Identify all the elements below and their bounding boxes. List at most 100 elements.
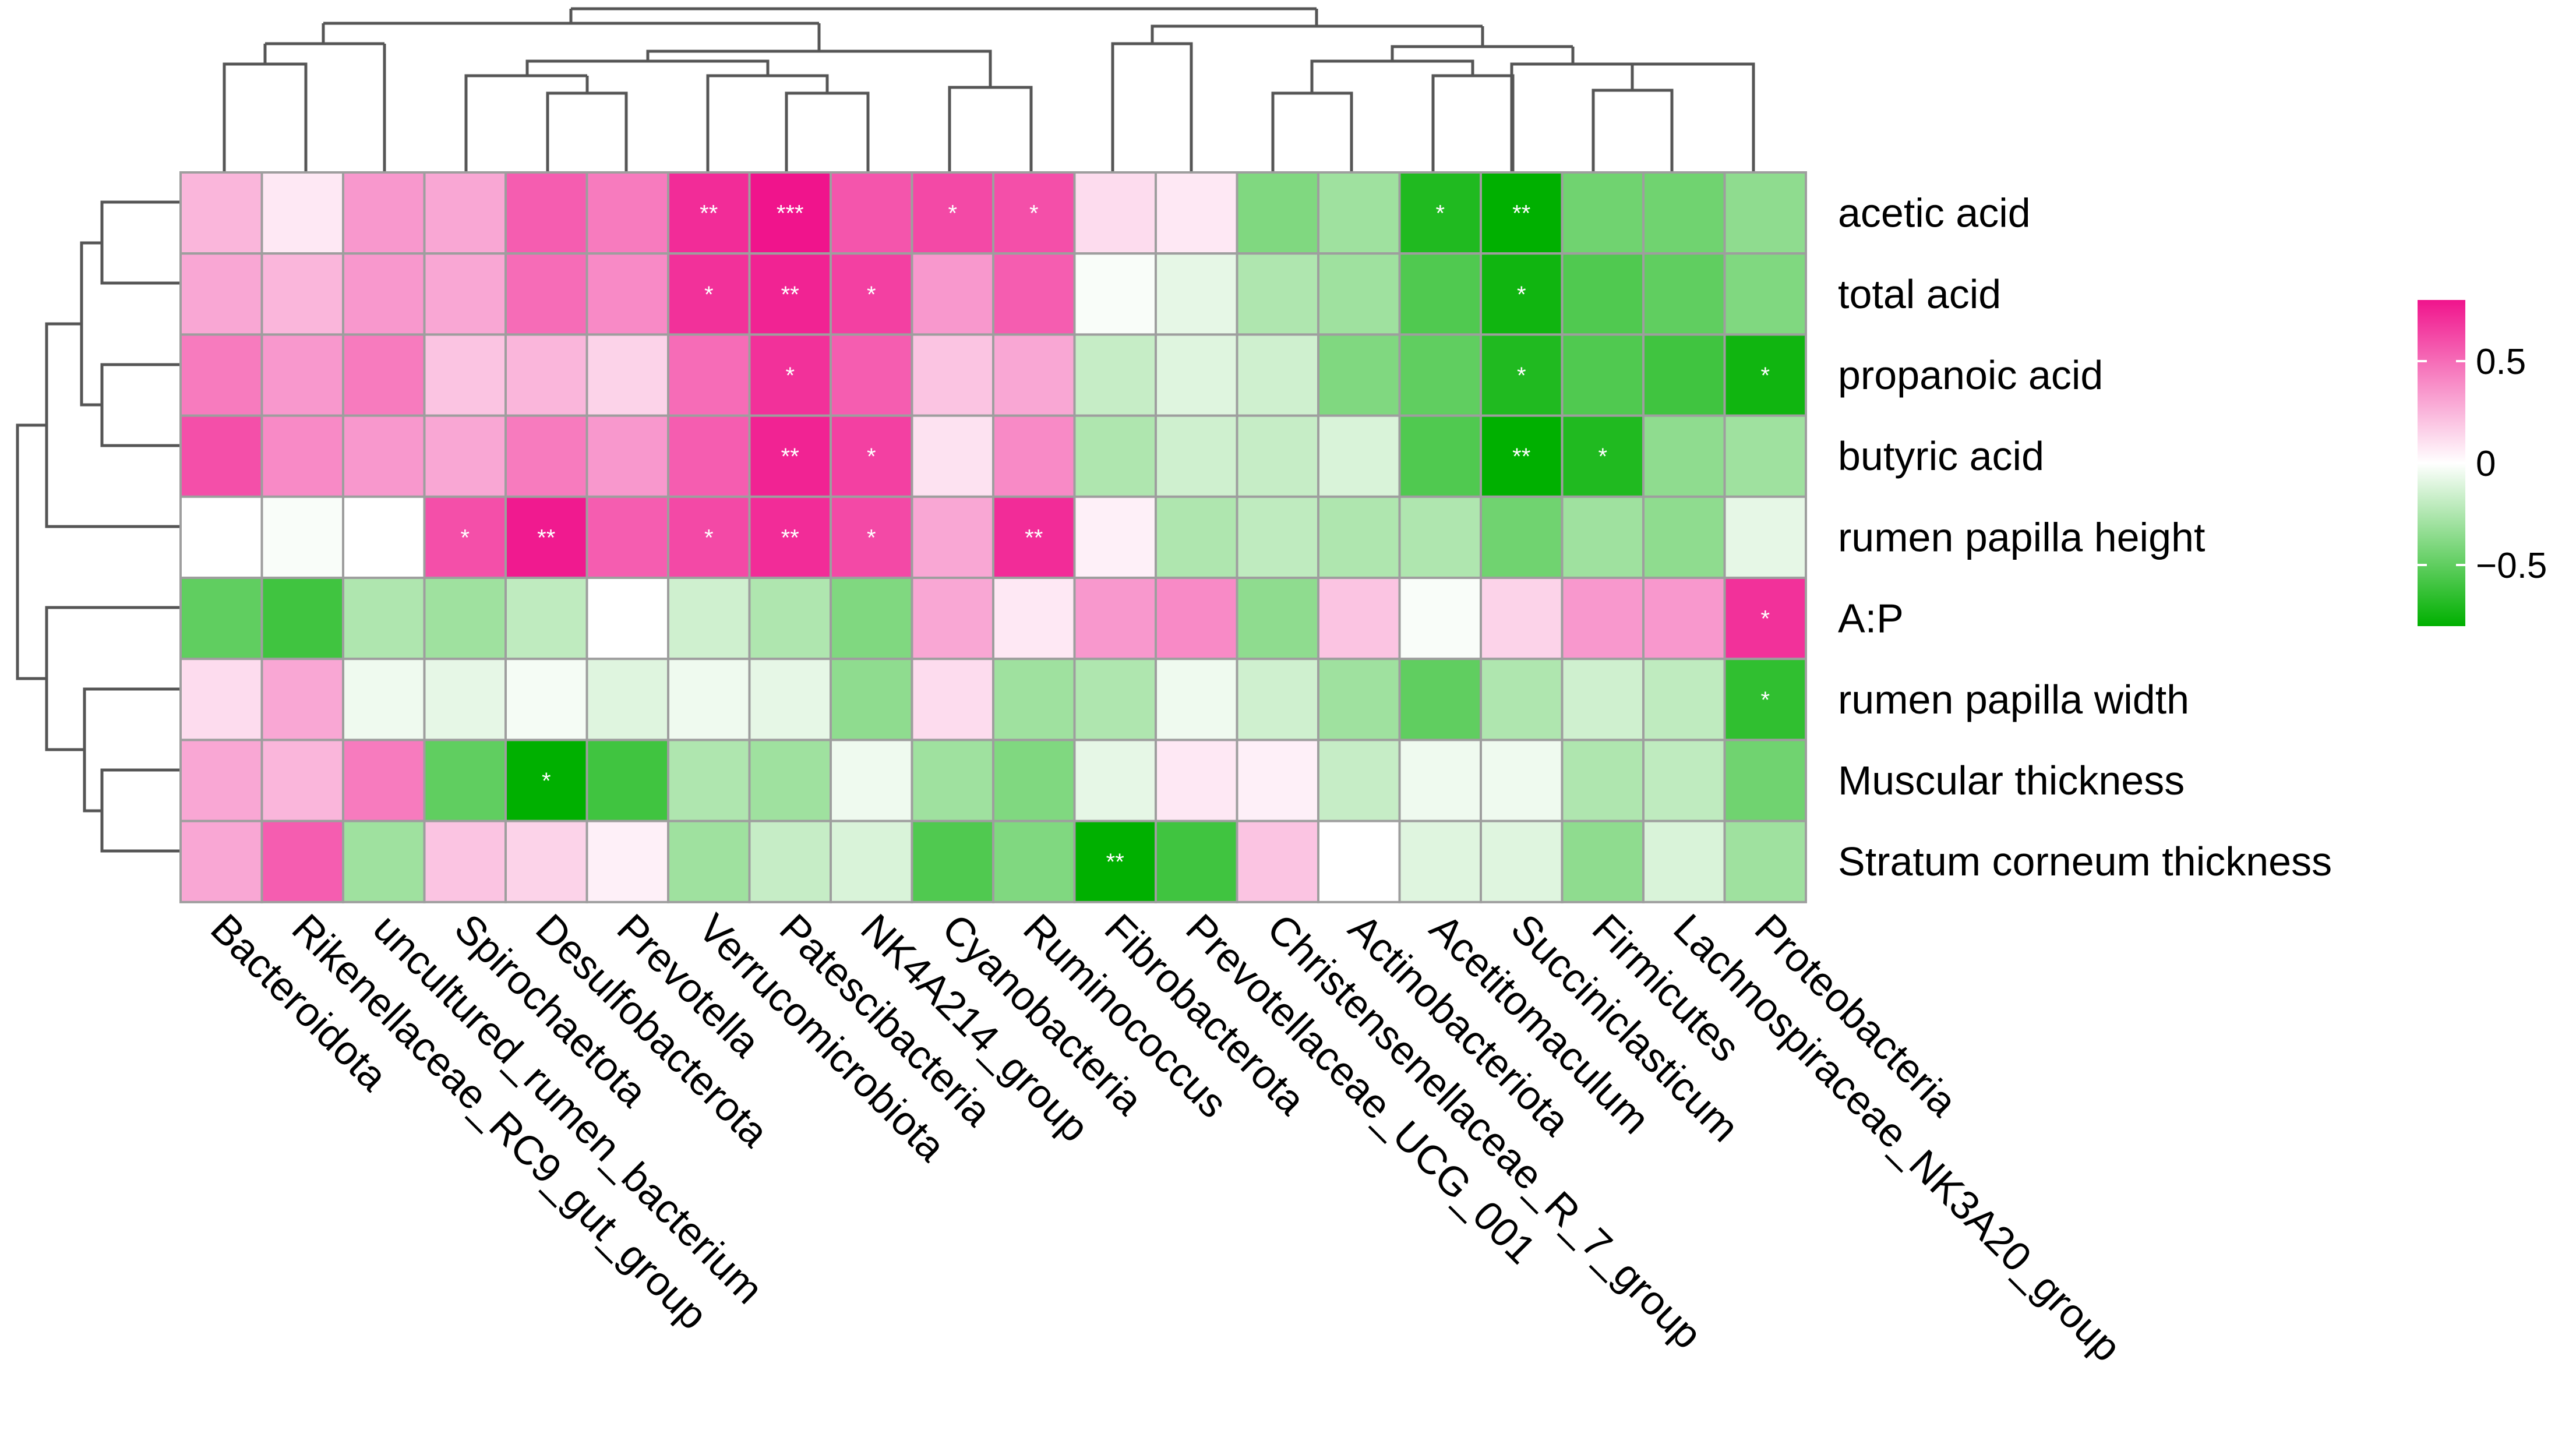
heatmap-cell bbox=[585, 739, 669, 822]
heatmap-cell bbox=[1561, 495, 1645, 579]
heatmap-cell bbox=[1642, 252, 1726, 336]
heatmap-cell bbox=[1155, 252, 1238, 336]
heatmap-cell bbox=[748, 820, 832, 903]
heatmap-cell bbox=[830, 739, 913, 822]
heatmap-cell bbox=[1317, 739, 1401, 822]
heatmap-cell bbox=[1317, 577, 1401, 661]
heatmap-cell bbox=[830, 171, 913, 255]
heatmap-cell bbox=[1236, 171, 1319, 255]
heatmap-cell bbox=[1073, 495, 1157, 579]
heatmap-cell bbox=[1480, 739, 1564, 822]
significance-label: * bbox=[867, 282, 876, 308]
heatmap-cell bbox=[179, 739, 263, 822]
heatmap-cell bbox=[423, 171, 507, 255]
heatmap-cell bbox=[830, 577, 913, 661]
heatmap-cell bbox=[1155, 333, 1238, 417]
significance-label: ** bbox=[537, 525, 555, 550]
heatmap-cell bbox=[748, 333, 832, 417]
significance-label: * bbox=[460, 525, 470, 550]
heatmap-cell bbox=[1398, 495, 1482, 579]
significance-label: * bbox=[1760, 606, 1770, 632]
heatmap-cell bbox=[423, 577, 507, 661]
heatmap-cell bbox=[1723, 495, 1807, 579]
row-dendrogram bbox=[16, 200, 181, 853]
heatmap-cell bbox=[1561, 820, 1645, 903]
heatmap-cell bbox=[911, 577, 994, 661]
heatmap-cell bbox=[667, 252, 751, 336]
heatmap-cell bbox=[911, 820, 994, 903]
significance-label: ** bbox=[781, 282, 799, 308]
significance-label: ** bbox=[1025, 525, 1043, 550]
heatmap-cell bbox=[423, 252, 507, 336]
heatmap-cell bbox=[1236, 495, 1319, 579]
heatmap-cell bbox=[179, 495, 263, 579]
row-label: propanoic acid bbox=[1838, 352, 2103, 398]
column-labels: BacteroidotaRikenellaceae_RC9_gut_groupu… bbox=[202, 905, 2130, 1370]
heatmap-cell bbox=[1723, 577, 1807, 661]
heatmap-cell bbox=[1073, 333, 1157, 417]
heatmap-cell bbox=[1561, 333, 1645, 417]
heatmap-cell bbox=[1155, 171, 1238, 255]
heatmap-cell bbox=[342, 658, 426, 741]
significance-label: ** bbox=[1512, 444, 1530, 469]
significance-label: * bbox=[1517, 282, 1526, 308]
heatmap-cell bbox=[585, 171, 669, 255]
heatmap-cell bbox=[342, 252, 426, 336]
col-dendro-branch bbox=[464, 74, 587, 172]
heatmap-cell bbox=[1073, 414, 1157, 498]
heatmap-cell bbox=[748, 414, 832, 498]
heatmap-cell bbox=[1317, 171, 1401, 255]
heatmap-cell bbox=[1155, 577, 1238, 661]
heatmap-cell bbox=[423, 658, 507, 741]
heatmap-cell bbox=[423, 820, 507, 903]
heatmap-cell bbox=[1317, 658, 1401, 741]
significance-label: * bbox=[1760, 687, 1770, 713]
heatmap-cell bbox=[179, 252, 263, 336]
heatmap-cell bbox=[1642, 171, 1726, 255]
heatmap-cell bbox=[1642, 658, 1726, 741]
heatmap-cell bbox=[342, 739, 426, 822]
heatmap-cell bbox=[911, 658, 994, 741]
col-dendro-branch bbox=[1510, 62, 1632, 172]
heatmap-cell bbox=[992, 414, 1076, 498]
heatmap-cell bbox=[423, 414, 507, 498]
heatmap-cell bbox=[585, 333, 669, 417]
col-dendro-branch bbox=[1592, 89, 1674, 172]
significance-label: * bbox=[867, 444, 876, 469]
heatmap-cell bbox=[585, 252, 669, 336]
heatmap-cell bbox=[1642, 414, 1726, 498]
heatmap-cell bbox=[1723, 333, 1807, 417]
heatmap-cell bbox=[1723, 414, 1807, 498]
heatmap-cell bbox=[1561, 252, 1645, 336]
heatmap-cell bbox=[504, 820, 588, 903]
heatmap-cell bbox=[585, 495, 669, 579]
heatmap-cell bbox=[911, 333, 994, 417]
col-dendro-branch bbox=[223, 62, 308, 172]
col-dendro-branch bbox=[1631, 62, 1755, 172]
row-dendro-branch bbox=[100, 768, 181, 853]
heatmap-cell bbox=[179, 414, 263, 498]
heatmap-cell bbox=[1236, 739, 1319, 822]
heatmap-cell bbox=[667, 414, 751, 498]
heatmap-cell bbox=[992, 739, 1076, 822]
column-label: Lachnospiraceae_NK3A20_group bbox=[1665, 905, 2130, 1370]
heatmap-cell bbox=[1398, 333, 1482, 417]
heatmap-cell bbox=[911, 414, 994, 498]
col-dendro-branch bbox=[785, 91, 870, 172]
col-dendro-branch bbox=[1151, 24, 1483, 44]
row-labels: acetic acid total acid propanoic acid butyr… bbox=[1838, 190, 2332, 885]
heatmap-cell bbox=[992, 333, 1076, 417]
heatmap-cell bbox=[667, 658, 751, 741]
heatmap-cell bbox=[585, 820, 669, 903]
heatmap-cell bbox=[585, 577, 669, 661]
heatmap-cell bbox=[342, 820, 426, 903]
heatmap-cell bbox=[1723, 820, 1807, 903]
heatmap-cell bbox=[504, 495, 588, 579]
heatmap-cell bbox=[830, 414, 913, 498]
col-dendro-branch bbox=[546, 91, 628, 172]
heatmap-cell bbox=[504, 739, 588, 822]
heatmap-cell bbox=[1642, 739, 1726, 822]
row-label: acetic acid bbox=[1838, 190, 2031, 236]
heatmap-cell bbox=[992, 658, 1076, 741]
